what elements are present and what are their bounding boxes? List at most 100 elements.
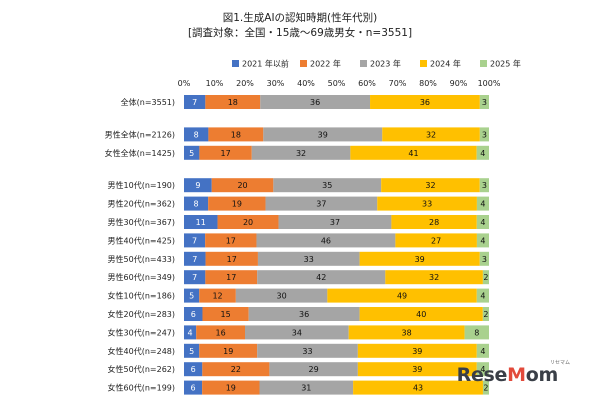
data-label: 49 bbox=[397, 292, 407, 301]
data-label: 32 bbox=[425, 181, 435, 190]
x-tick-label: 30% bbox=[267, 79, 285, 88]
legend-label: 2023 年 bbox=[370, 59, 401, 69]
bar-segment bbox=[479, 127, 489, 142]
data-label: 39 bbox=[318, 130, 328, 139]
data-label: 7 bbox=[192, 236, 197, 245]
bar-segment bbox=[202, 380, 260, 395]
category-label: 女性60代(n=199) bbox=[108, 383, 175, 393]
data-label: 18 bbox=[231, 130, 241, 139]
category-label: 女性10代(n=186) bbox=[108, 291, 175, 301]
bar-segment bbox=[257, 251, 360, 266]
bar-segment bbox=[377, 196, 477, 211]
data-label: 2 bbox=[483, 273, 488, 282]
data-label: 27 bbox=[431, 236, 441, 245]
data-label: 38 bbox=[402, 328, 412, 337]
data-label: 35 bbox=[322, 181, 332, 190]
bar-segment bbox=[357, 343, 477, 358]
bar-segment bbox=[248, 307, 360, 321]
data-label: 41 bbox=[408, 149, 418, 158]
bar-segment bbox=[184, 288, 200, 303]
x-tick-label: 0% bbox=[178, 79, 191, 88]
data-label: 17 bbox=[226, 236, 236, 245]
data-label: 4 bbox=[480, 149, 485, 158]
bar-segment bbox=[359, 251, 480, 266]
data-label: 8 bbox=[194, 200, 199, 209]
bar-segment bbox=[257, 270, 386, 285]
bar-segment bbox=[205, 251, 258, 266]
data-label: 5 bbox=[189, 347, 194, 356]
bar-segment bbox=[208, 196, 266, 211]
bar-segment bbox=[184, 127, 209, 142]
x-tick-label: 70% bbox=[389, 79, 407, 88]
bar-segment bbox=[476, 233, 489, 248]
category-label: 女性全体(n=1425) bbox=[105, 148, 175, 158]
data-label: 19 bbox=[226, 384, 236, 393]
bar-segment bbox=[235, 288, 328, 303]
bar-segment bbox=[245, 325, 349, 340]
bar-segment bbox=[208, 127, 264, 142]
data-label: 39 bbox=[412, 365, 422, 374]
data-label: 33 bbox=[422, 200, 432, 209]
data-label: 43 bbox=[413, 384, 423, 393]
bar-segment bbox=[184, 307, 203, 321]
data-label: 36 bbox=[299, 310, 309, 319]
data-label: 34 bbox=[292, 328, 302, 337]
data-label: 8 bbox=[474, 328, 479, 337]
data-label: 20 bbox=[243, 218, 253, 227]
data-label: 6 bbox=[191, 365, 196, 374]
data-label: 17 bbox=[226, 273, 236, 282]
data-label: 18 bbox=[228, 98, 238, 107]
legend-label: 2024 年 bbox=[430, 59, 461, 69]
data-label: 3 bbox=[482, 130, 487, 139]
legend-swatch bbox=[300, 60, 307, 67]
bar-segment bbox=[202, 362, 270, 377]
category-label: 男性10代(n=190) bbox=[108, 180, 175, 190]
data-label: 32 bbox=[296, 149, 306, 158]
x-tick-label: 100% bbox=[478, 79, 501, 88]
category-label: 女性40代(n=248) bbox=[108, 346, 175, 356]
bar-segment bbox=[348, 325, 465, 340]
bar-segment bbox=[479, 251, 489, 266]
data-label: 36 bbox=[420, 98, 430, 107]
bar-segment bbox=[205, 233, 257, 248]
category-label: 女性30代(n=247) bbox=[108, 327, 175, 337]
data-label: 31 bbox=[301, 384, 311, 393]
category-label: 男性全体(n=2126) bbox=[105, 129, 175, 139]
bar-segment bbox=[464, 325, 489, 340]
bar-segment bbox=[184, 270, 206, 285]
bar-segment bbox=[476, 362, 489, 377]
category-label: 女性50代(n=262) bbox=[108, 364, 175, 374]
bar-segment bbox=[273, 178, 382, 193]
bar-segment bbox=[184, 95, 206, 109]
data-label: 20 bbox=[237, 181, 247, 190]
data-label: 2 bbox=[483, 310, 488, 319]
data-label: 17 bbox=[227, 255, 237, 264]
chart-subtitle: [調査対象：全国・15歳〜69歳男女・n=3551] bbox=[187, 27, 413, 39]
bar-segment bbox=[184, 215, 218, 229]
data-label: 36 bbox=[310, 98, 320, 107]
bar-segment bbox=[479, 178, 489, 193]
data-label: 4 bbox=[480, 292, 485, 301]
data-label: 39 bbox=[415, 255, 425, 264]
category-label: 男性40代(n=425) bbox=[108, 235, 175, 245]
bar-segment bbox=[202, 307, 249, 321]
data-label: 12 bbox=[212, 292, 222, 301]
legend-swatch bbox=[420, 60, 427, 67]
data-label: 4 bbox=[480, 365, 485, 374]
bar-segment bbox=[265, 196, 378, 211]
data-label: 7 bbox=[192, 273, 197, 282]
bar-segment bbox=[260, 95, 371, 109]
data-label: 33 bbox=[302, 347, 312, 356]
data-label: 37 bbox=[330, 218, 340, 227]
x-tick-label: 20% bbox=[236, 79, 254, 88]
data-label: 16 bbox=[216, 328, 226, 337]
bar-segment bbox=[357, 362, 477, 377]
x-tick-label: 50% bbox=[328, 79, 346, 88]
legend-label: 2025 年 bbox=[490, 59, 521, 69]
bar-segment bbox=[184, 233, 206, 248]
category-label: 男性50代(n=433) bbox=[108, 254, 175, 264]
bar-segment bbox=[482, 307, 489, 321]
bar-segment bbox=[350, 145, 477, 160]
bar-segment bbox=[269, 362, 358, 377]
data-label: 19 bbox=[232, 200, 242, 209]
